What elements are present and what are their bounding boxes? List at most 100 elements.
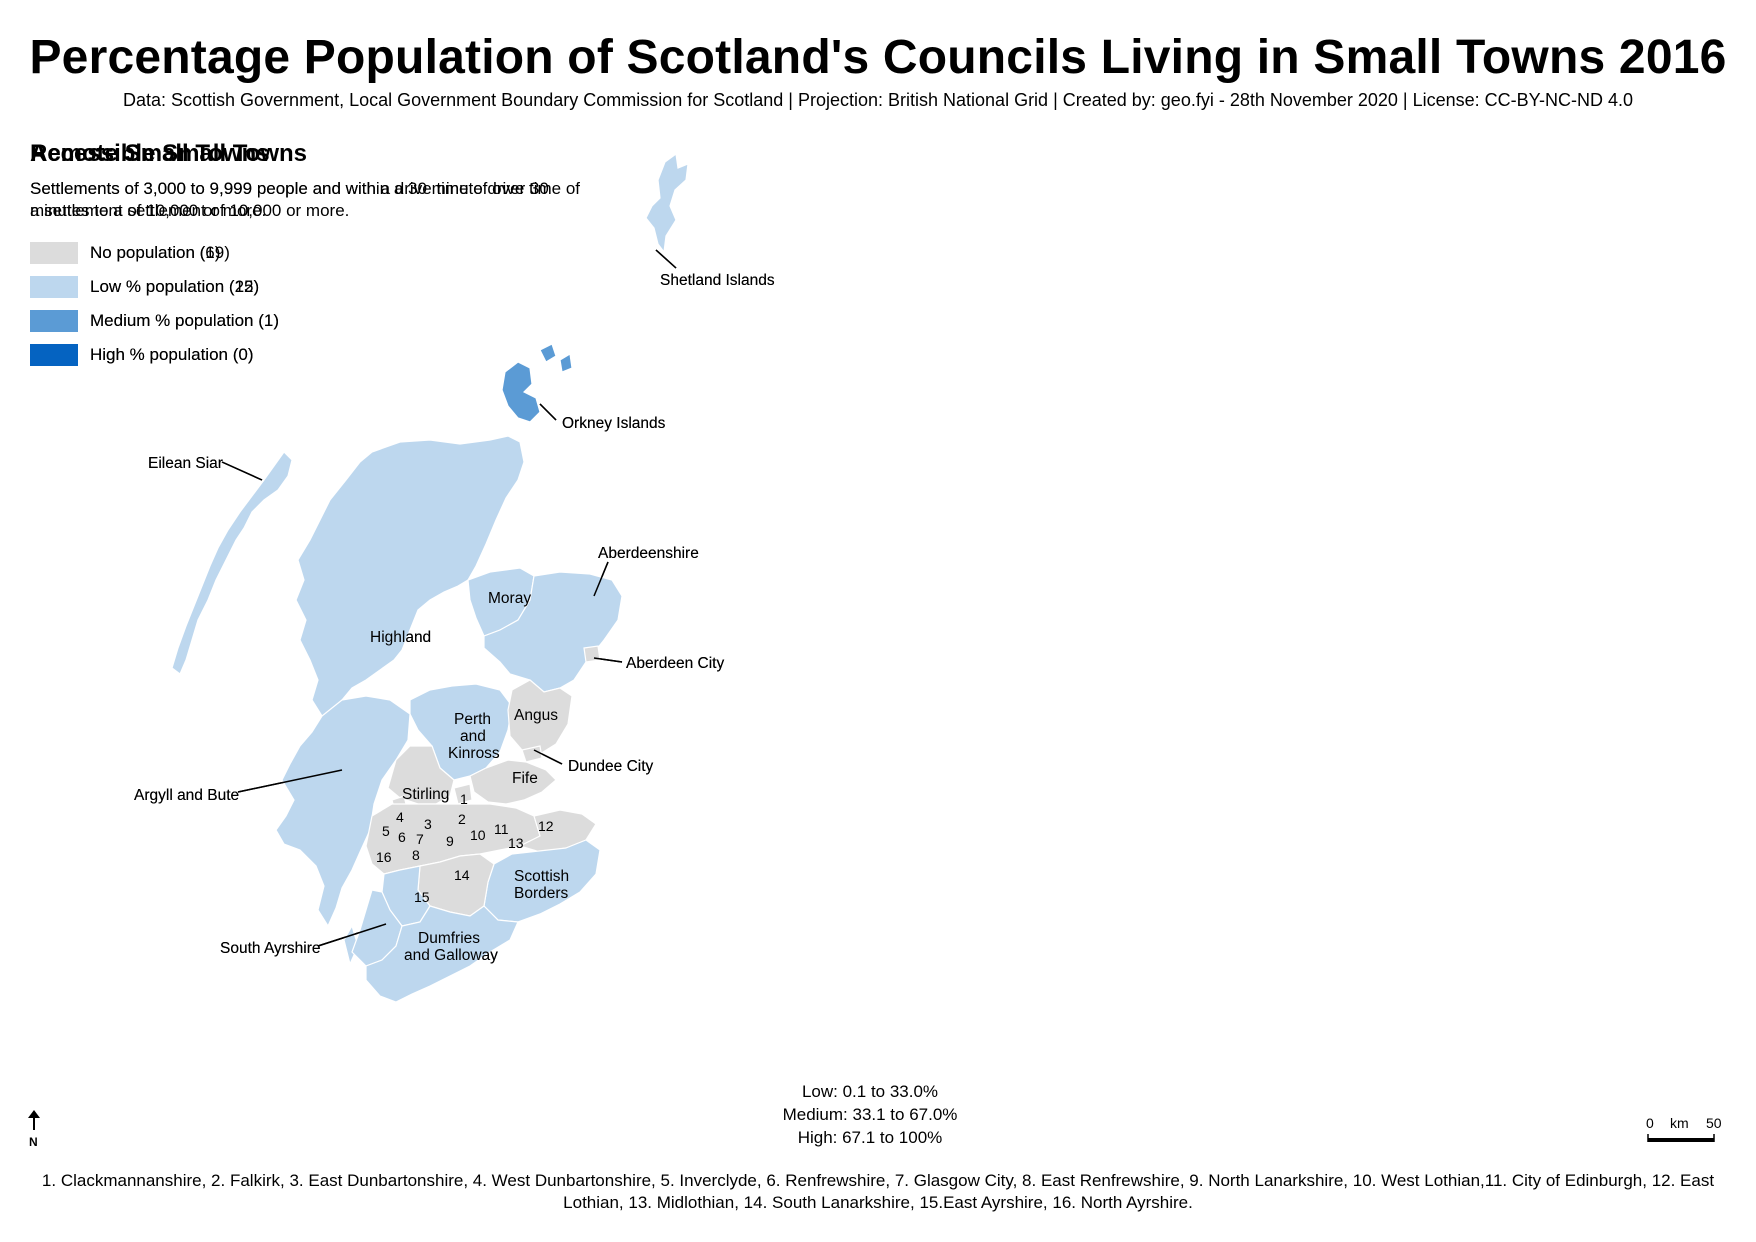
- label-fife: Fife: [512, 770, 538, 787]
- panel-description: Settlements of 3,000 to 9,999 people and…: [30, 179, 581, 220]
- label-shetland: Shetland Islands: [660, 272, 775, 289]
- council-number: 13: [508, 835, 524, 851]
- region-angus[interactable]: [507, 679, 573, 755]
- label-highland: Highland: [370, 629, 431, 646]
- legend-item-high: High % population (0): [30, 338, 279, 372]
- council-number: 7: [416, 831, 424, 847]
- class-ranges: Low: 0.1 to 33.0% Medium: 33.1 to 67.0% …: [760, 1080, 980, 1149]
- leader-dundee-city: [533, 749, 563, 765]
- council-number: 9: [446, 833, 454, 849]
- council-number-labels: 1 2 3 4 5 6 7 8 9 10 11 12 13 14 15 16: [376, 791, 554, 905]
- label-south-ayrshire: South Ayrshire: [220, 940, 321, 957]
- region-eilean-siar[interactable]: [171, 451, 293, 675]
- legend-swatch: [30, 310, 78, 332]
- north-arrow-icon: N: [28, 1110, 40, 1149]
- legend-item-medium: Medium % population (1): [30, 304, 279, 338]
- range-medium: Medium: 33.1 to 67.0%: [782, 1105, 958, 1124]
- label-dundee-city: Dundee City: [568, 758, 654, 775]
- council-number: 12: [538, 818, 554, 834]
- legend-label: High % population (0): [90, 345, 254, 364]
- leader-argyll-bute: [237, 769, 343, 793]
- council-number-key: 1. Clackmannanshire, 2. Falkirk, 3. East…: [0, 1170, 1756, 1214]
- label-eilean-siar: Eilean Siar: [148, 455, 223, 472]
- council-number: 8: [412, 847, 420, 863]
- scotland-map: Shetland Islands Orkney Islands Eilean S…: [134, 152, 775, 1003]
- label-orkney: Orkney Islands: [562, 415, 666, 432]
- map-panel-remote: Shetland Islands Orkney Islands Eilean S…: [0, 140, 878, 1150]
- legend-label: High % population (0): [90, 345, 254, 364]
- legend-swatch: [30, 276, 78, 298]
- region-highland[interactable]: [295, 435, 525, 717]
- council-number: 14: [454, 867, 470, 883]
- footnote-text: 1. Clackmannanshire, 2. Falkirk, 3. East…: [41, 1171, 1715, 1212]
- label-argyll-bute: Argyll and Bute: [134, 787, 239, 804]
- label-dumfries: Dumfries: [418, 930, 480, 947]
- region-perth-kinross[interactable]: [409, 683, 513, 781]
- leader-orkney: [539, 403, 557, 421]
- label-borders: Borders: [514, 885, 569, 902]
- council-number: 1: [460, 791, 468, 807]
- scale-bar-graphic: 0 km 50: [1646, 1115, 1722, 1142]
- scale-unit: km: [1670, 1116, 1689, 1131]
- legend-item-low: Low % population (12): [30, 270, 279, 304]
- data-source-subtitle: Data: Scottish Government, Local Governm…: [122, 90, 1634, 110]
- label-shetland: Shetland Islands: [660, 272, 775, 289]
- panel-description: Settlements of 3,000 to 9,999 people and…: [30, 179, 549, 220]
- north-arrow: N: [26, 1108, 42, 1153]
- scale-zero: 0: [1646, 1116, 1654, 1131]
- council-number: 4: [396, 809, 404, 825]
- region-fife[interactable]: [469, 759, 557, 805]
- label-perth: Perth: [454, 711, 491, 728]
- leader-aberdeen-city: [593, 657, 623, 663]
- council-number: 6: [398, 829, 406, 845]
- region-dumfries-galloway[interactable]: [365, 905, 519, 1003]
- range-high: High: 67.1 to 100%: [797, 1128, 943, 1147]
- council-number: 11: [494, 821, 509, 837]
- label-and-galloway: and Galloway: [404, 947, 498, 964]
- council-number: 15: [414, 889, 430, 905]
- region-aberdeen-city[interactable]: [583, 645, 601, 663]
- region-stirling[interactable]: [387, 745, 455, 805]
- label-kinross: Kinross: [448, 745, 500, 762]
- label-aberdeen-city: Aberdeen City: [626, 655, 724, 672]
- council-number: 16: [376, 849, 392, 865]
- range-low: Low: 0.1 to 33.0%: [801, 1082, 939, 1101]
- council-number: 10: [470, 827, 486, 843]
- label-angus: Angus: [514, 707, 558, 724]
- region-shetland[interactable]: [645, 152, 689, 254]
- leader-lines: [221, 249, 677, 947]
- region-orkney[interactable]: [501, 343, 573, 423]
- label-aberdeenshire: Aberdeenshire: [598, 545, 699, 562]
- legend-label: No population (6): [90, 243, 221, 262]
- legend-swatch: [30, 344, 78, 366]
- council-number: 3: [424, 816, 432, 832]
- leader-eilean-siar: [221, 461, 263, 481]
- legend-item-none: No population (19): [30, 236, 279, 270]
- region-labels: Shetland Islands Orkney Islands Eilean S…: [134, 272, 775, 964]
- label-south-ayrshire: South Ayrshire: [220, 940, 321, 957]
- leader-south-ayrshire: [317, 923, 387, 947]
- panel-title: Accessible Small Towns: [30, 140, 307, 167]
- scale-max: 50: [1706, 1116, 1722, 1131]
- legend: No population (19) Low % population (12) M…: [30, 236, 279, 372]
- label-stirling: Stirling: [402, 786, 449, 803]
- legend-label: No population (19): [90, 243, 230, 262]
- leader-aberdeenshire: [593, 561, 609, 597]
- label-moray: Moray: [488, 590, 531, 607]
- label-scottish: Scottish: [514, 868, 569, 885]
- north-label: N: [29, 1135, 38, 1148]
- label-aberdeenshire: Aberdeenshire: [598, 545, 699, 562]
- legend-label: Low % population (12): [90, 277, 260, 296]
- council-number: 5: [382, 823, 390, 839]
- legend-label: Medium % population (1): [90, 311, 279, 330]
- label-eilean-siar: Eilean Siar: [148, 455, 223, 472]
- label-aberdeen-city: Aberdeen City: [626, 655, 724, 672]
- region-dundee-city[interactable]: [521, 745, 543, 763]
- legend-label: Medium % population (1): [90, 311, 279, 330]
- legend-label: Low % population (25): [90, 277, 260, 296]
- leader-shetland: [655, 249, 677, 269]
- label-and: and: [460, 728, 486, 745]
- page-title: Percentage Population of Scotland's Coun…: [29, 31, 1727, 84]
- label-orkney: Orkney Islands: [562, 415, 666, 432]
- region-clackmannanshire[interactable]: [453, 783, 473, 805]
